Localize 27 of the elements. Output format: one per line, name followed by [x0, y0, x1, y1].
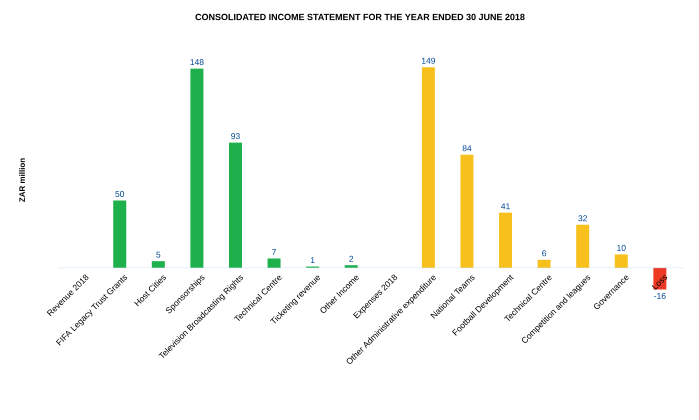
data-label: 10	[617, 244, 626, 251]
data-label: -16	[654, 292, 666, 299]
data-label: 84	[462, 145, 472, 152]
data-label: 1	[310, 257, 315, 264]
bar	[460, 154, 474, 268]
data-label: 93	[231, 133, 240, 140]
bar	[152, 261, 165, 268]
chart-title: CONSOLIDATED INCOME STATEMENT FOR THE YEAR ENDED 30 JUNE 2018	[195, 14, 525, 20]
bar	[422, 67, 435, 268]
data-label: 5	[156, 252, 160, 258]
bar	[344, 265, 358, 268]
bar	[538, 260, 551, 268]
bar	[499, 212, 512, 268]
bar	[228, 142, 242, 268]
data-label: 149	[422, 58, 436, 64]
bar	[113, 200, 126, 268]
data-label: 50	[115, 191, 124, 198]
bar	[576, 224, 590, 268]
data-label: 7	[272, 249, 276, 255]
data-label: 2	[349, 256, 354, 262]
data-label: 148	[190, 59, 204, 66]
bar	[268, 258, 281, 268]
data-label: 32	[578, 215, 587, 222]
data-label: 6	[542, 250, 546, 256]
data-label: 41	[501, 203, 510, 210]
bar	[614, 254, 628, 268]
bar	[190, 68, 204, 268]
